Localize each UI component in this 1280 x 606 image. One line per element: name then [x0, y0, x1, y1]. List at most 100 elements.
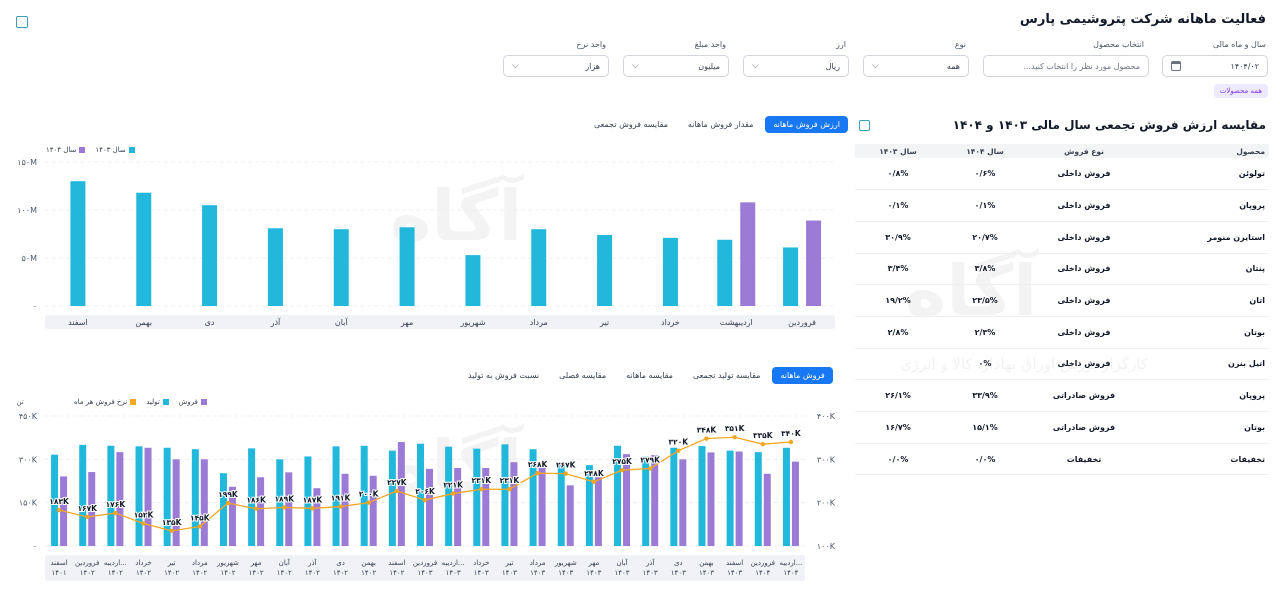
col-header: سال ۱۴۰۴ [941, 144, 1029, 158]
tab-monthly-sales-value[interactable]: ارزش فروش ماهانه [765, 116, 848, 133]
x-tick-label: آذر [307, 558, 317, 567]
y-right-tick-label: ۲۰۰K [817, 499, 836, 508]
x-tick-year: ۱۴۰۳ [502, 569, 517, 577]
y1403-cell: ۰/۰% [855, 443, 941, 476]
bar-production [642, 456, 650, 546]
currency-select[interactable]: ریال ⌵ [743, 55, 849, 77]
x-tick-year: ۱۴۰۳ [671, 569, 686, 577]
fiscal-date-picker[interactable]: ۱۴۰۴/۰۲ [1162, 55, 1268, 77]
comparison-title: مقایسه ارزش فروش تجمعی سال مالی ۱۴۰۳ و ۱… [952, 118, 1266, 132]
table-row: تولوئن فروش داخلی ۰/۶% ۰/۸% [855, 158, 1269, 191]
rate-point-label: ۱۸۳K [49, 497, 70, 506]
type-cell: فروش داخلی [1029, 284, 1139, 317]
x-tick-label: مهر [587, 559, 599, 567]
bar-sales [679, 459, 687, 546]
y-right-tick-label: ۱۰۰K [817, 542, 836, 551]
y1404-cell: ۰/۰% [941, 443, 1029, 476]
bar-sales [144, 447, 152, 546]
amount-unit-select[interactable]: میلیون ⌵ [623, 55, 729, 77]
bar-sales [791, 461, 799, 546]
rate-point [394, 488, 400, 494]
page-title: فعالیت ماهانه شرکت پتروشیمی پارس [1019, 12, 1266, 27]
rate-point [366, 500, 371, 505]
rate-point [647, 466, 653, 471]
x-axis-band [45, 555, 805, 581]
x-tick-year: ۱۴۰۳ [727, 569, 742, 577]
rate-point-label: ۱۴۵K [190, 514, 211, 523]
tab-sales-production-ratio[interactable]: نسبت فروش به تولید [468, 371, 540, 380]
y1403-cell: ۰/۸% [855, 158, 941, 191]
type-select[interactable]: همه ⌵ [863, 55, 969, 77]
chevron-down-icon: ⌵ [632, 61, 639, 71]
bar-sales [172, 459, 180, 546]
rate-point [422, 497, 428, 503]
rate-unit-select[interactable]: هزار ⌵ [503, 55, 609, 77]
rate-unit-label: واحد نرخ [576, 40, 606, 49]
tab-cumulative-sales-comparison[interactable]: مقایسه فروش تجمعی [594, 120, 668, 129]
rate-point-label: ۳۵۱K [725, 424, 746, 433]
x-tick-year: ۱۴۰۲ [192, 569, 207, 577]
x-tick-label: تیر [167, 559, 176, 567]
type-cell: فروش صادراتی [1029, 379, 1139, 412]
chevron-down-icon: ⌵ [872, 61, 879, 71]
type-cell: فروش داخلی [1029, 348, 1139, 381]
export-icon[interactable] [16, 16, 28, 28]
all-products-chip[interactable]: همه محصولات [1213, 84, 1268, 98]
bar-sales [426, 468, 433, 546]
bar-production [360, 445, 368, 546]
legend-1404: سال ۱۴۰۴ [46, 146, 86, 154]
bar-production [754, 452, 762, 546]
tab-monthly-sales-quantity[interactable]: مقدار فروش ماهانه [687, 120, 754, 129]
rate-point [253, 506, 259, 511]
rate-point [141, 521, 146, 526]
rate-point [704, 436, 709, 441]
export-icon[interactable] [859, 120, 870, 131]
bar-production [135, 446, 143, 546]
x-tick-year: ۱۴۰۳ [530, 569, 545, 577]
tab-monthly-sales[interactable]: فروش ماهانه [772, 367, 833, 384]
y1403-cell: ۰/۱% [855, 189, 941, 222]
bar-production [501, 444, 509, 546]
bar-production [782, 447, 790, 546]
table-row: پروپان فروش داخلی ۰/۱% ۰/۱% [855, 189, 1269, 222]
y-right-tick-label: ۴۰۰K [817, 412, 836, 421]
x-tick-label: خرداد [135, 559, 151, 567]
rate-point [450, 491, 456, 496]
bar-production [698, 446, 706, 546]
rate-point [310, 506, 315, 511]
y1404-cell: ۰/۶% [941, 158, 1029, 191]
amount-unit-label: واحد مبلغ [694, 40, 726, 49]
legend-production: تولید [146, 398, 169, 406]
y1403-cell: ۲۶/۱% [855, 379, 941, 412]
rate-point [732, 435, 737, 440]
rate-point [225, 500, 231, 506]
x-tick-label: اسفند [51, 559, 68, 567]
rate-point-label: ۲۷۵K [612, 457, 633, 466]
bar-1403 [70, 181, 86, 306]
x-tick-year: ۱۴۰۲ [220, 569, 235, 577]
x-tick-label: اردیبه... [442, 559, 465, 567]
tab-seasonal-comparison[interactable]: مقایسه فصلی [559, 371, 607, 380]
x-tick-year: ۱۴۰۳ [446, 569, 461, 577]
tab-cumulative-production[interactable]: مقایسه تولید تجمعی [692, 371, 761, 380]
x-tick-year: ۱۴۰۲ [136, 569, 151, 577]
legend-sales: فروش [179, 398, 207, 406]
monthly-sales-value-chart: ۰ ۵۰M ۱۰۰M ۱۵۰M فروردین اردیبهشت خرداد تیر مرداد… [17, 158, 835, 329]
bar-production [557, 462, 565, 546]
tab-monthly-comparison[interactable]: مقایسه ماهانه [626, 371, 673, 380]
x-tick-year: ۱۴۰۲ [389, 569, 404, 577]
table-row: تخفیفات تخفیفات ۰/۰% ۰/۰% [855, 443, 1269, 476]
x-tick-label: آبان [616, 558, 628, 567]
y-left-tick-label: ۰ [33, 542, 37, 551]
rate-point [479, 487, 484, 492]
x-tick-label: فروردین [751, 559, 775, 567]
y-right-tick-label: ۳۰۰K [817, 455, 836, 464]
product-select[interactable]: محصول مورد نظر را انتخاب کنید... [983, 55, 1149, 77]
bar-sales [510, 462, 518, 546]
bar-sales [594, 477, 602, 546]
x-tick-label: اسفند [68, 318, 88, 327]
rate-point [169, 528, 174, 534]
y1404-cell: ۰% [941, 348, 1029, 381]
rate-point [197, 524, 203, 529]
bar-sales [651, 455, 659, 546]
